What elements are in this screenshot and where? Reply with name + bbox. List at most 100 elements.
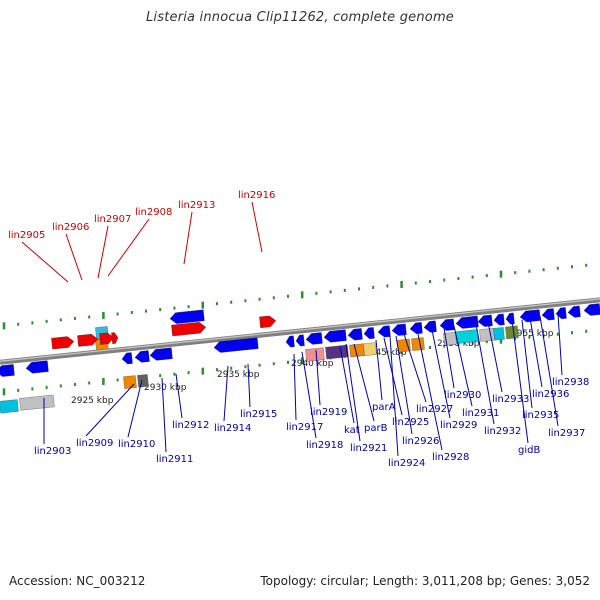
scale-label: 2935 kbp (217, 370, 260, 380)
gene-label-lin2930: lin2930 (444, 390, 481, 401)
leader-line (65, 233, 83, 281)
backbone-highlight (0, 298, 600, 362)
leader-lines (21, 201, 563, 457)
gene-label-lin2919: lin2919 (310, 407, 347, 418)
gene-label-lin2928: lin2928 (432, 452, 469, 463)
gene-label-lin2938: lin2938 (552, 377, 589, 388)
gene-label-lin2911: lin2911 (156, 454, 193, 465)
leader-line (417, 333, 443, 451)
leader-line (353, 343, 375, 422)
reverse-gene-arrow (439, 318, 455, 331)
reverse-gene-arrow (377, 325, 391, 338)
gene-label-lin2921: lin2921 (350, 443, 387, 454)
reverse-gene-arrow (455, 315, 479, 329)
gene-label-lin2905: lin2905 (8, 230, 45, 241)
scale-label: 2940 kbp (291, 359, 334, 369)
scale-label: 2945 kbp (364, 348, 407, 358)
leader-line (301, 351, 317, 439)
forward-gene-arrow (111, 332, 119, 344)
leader-line (175, 373, 183, 419)
tick-track (2, 263, 588, 396)
leader-line (223, 365, 229, 422)
leader-line (389, 335, 399, 457)
reverse-gene-arrow (555, 307, 567, 320)
gene-label-lin2913: lin2913 (178, 200, 215, 211)
leader-line (557, 313, 563, 376)
leader-line (339, 345, 355, 424)
reverse-gene-arrow (25, 360, 49, 374)
leader-line (375, 339, 383, 401)
gene-label-lin2908: lin2908 (135, 207, 172, 218)
gene-label-lin2925: lin2925 (392, 417, 429, 428)
gene-label-lin2931: lin2931 (462, 408, 499, 419)
reverse-gene-arrow (295, 334, 305, 347)
leader-line (453, 325, 473, 407)
reverse-gene-arrow (423, 320, 437, 333)
reverse-gene-arrow (477, 314, 493, 327)
gene-label-parB: parB (364, 423, 388, 434)
leader-line (85, 383, 135, 437)
gene-labels: lin2905 lin2906 lin2907 lin2908 lin2913 lin29… (8, 190, 589, 469)
reverse-gene-arrow (0, 364, 15, 377)
leader-line (183, 211, 193, 265)
gene-label-lin2933: lin2933 (492, 394, 529, 405)
reverse-gene-arrow (519, 309, 541, 323)
leader-line (247, 363, 251, 408)
feature-box (455, 329, 479, 344)
gene-label-lin2907: lin2907 (94, 214, 131, 225)
feature-box (363, 342, 377, 356)
reverse-gene-arrow (285, 335, 295, 348)
leader-line (431, 329, 451, 419)
forward-gene-arrow (259, 315, 277, 329)
leader-line (443, 327, 455, 389)
map-title: Listeria innocua Clip11262, complete gen… (145, 10, 455, 25)
gene-label-lin2935: lin2935 (522, 410, 559, 421)
gene-features (0, 303, 600, 377)
reverse-gene-arrow (363, 327, 375, 339)
gene-label-lin2926: lin2926 (402, 436, 439, 447)
feature-box (123, 375, 137, 389)
feature-box (137, 374, 149, 388)
feature-box (19, 394, 55, 411)
reverse-gene-arrow (169, 309, 205, 324)
forward-gene-arrow (99, 332, 115, 345)
reverse-gene-arrow (305, 332, 323, 345)
feature-box (493, 327, 505, 341)
leader-line (487, 321, 503, 393)
leader-line (395, 335, 413, 435)
leader-line (345, 343, 361, 442)
leader-line (293, 353, 297, 421)
leader-line (521, 319, 533, 409)
leader-line (511, 319, 529, 444)
leader-line (475, 323, 495, 425)
gene-label-lin2927: lin2927 (416, 404, 453, 415)
reverse-gene-arrow (347, 328, 363, 341)
feature-box (397, 338, 411, 353)
reverse-gene-arrow (323, 329, 347, 343)
gene-label-lin2906: lin2906 (52, 222, 89, 233)
gene-label-kat: kat (344, 425, 360, 436)
leader-line (127, 379, 143, 438)
feature-box (479, 328, 495, 342)
forward-gene-arrow (171, 322, 207, 337)
gene-label-lin2917: lin2917 (286, 422, 323, 433)
scale-label: 2930 kbp (144, 383, 187, 393)
reverse-gene-arrow (505, 312, 515, 325)
leader-line (539, 315, 559, 427)
backbone-line (0, 297, 600, 365)
gene-label-lin2918: lin2918 (306, 440, 343, 451)
feature-box (0, 399, 19, 414)
leader-line (21, 241, 69, 283)
leader-line (97, 225, 109, 279)
gene-label-lin2924: lin2924 (388, 458, 425, 469)
reverse-gene-arrow (493, 313, 505, 326)
gene-label-lin2937: lin2937 (548, 428, 585, 439)
feature-boxes (0, 325, 519, 414)
reverse-gene-arrow (213, 337, 259, 353)
gene-label-lin2909: lin2909 (76, 438, 113, 449)
accession-label: Accession: NC_003212 (9, 574, 146, 588)
reverse-gene-arrow (121, 352, 133, 365)
leader-line (529, 317, 543, 388)
leader-line (403, 333, 427, 403)
